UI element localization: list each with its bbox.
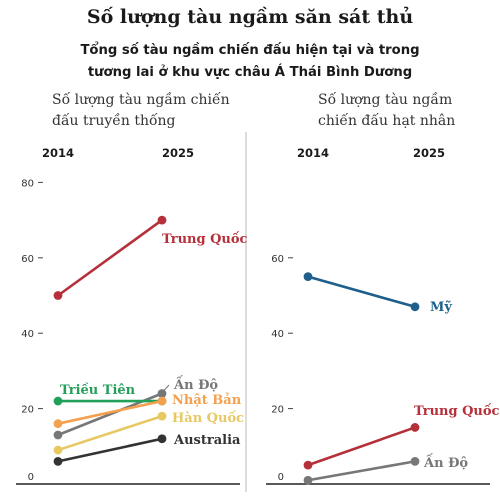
left-series-3-point-2014 [53,419,63,429]
left-y-tick-label-80: 80 [21,178,34,189]
left-series-0-point-2014 [53,291,63,300]
left-y-tick-label-0: 0 [28,472,34,483]
chart-subtitle: Tổng số tàu ngầm chiến đấu hiện tại và t… [60,40,440,84]
right-series-1-line [307,426,416,467]
left-y-tick-label-20: 20 [21,405,34,416]
right-series-1-point-2014 [303,460,313,470]
subtitle-line-1: Tổng số tàu ngầm chiến đấu hiện tại và t… [80,43,420,58]
right-series-2-point-2025 [410,456,420,466]
right-series-0-label: Mỹ [430,300,452,315]
left-y-tick-label-40: 40 [21,329,34,340]
left-series-1-label-leader [159,384,170,396]
left-series-5-line [57,437,163,463]
subtitle-line-2: tương lai ở khu vực châu Á Thái Bình Dươ… [87,65,413,80]
left-panel-title-line-1: Số lượng tàu ngầm chiến [52,92,230,108]
left-series-5-label: Australia [173,433,241,448]
left-series-5-point-2014 [53,456,63,466]
right-series-2-label: Ấn Độ [423,453,468,471]
right-series-2-line [307,460,416,482]
left-series-1-label: Ấn Độ [173,375,218,393]
right-y-tick-label-20: 20 [271,405,284,416]
left-series-0-label: Trung Quốc [162,231,248,247]
left-series-3-line [57,399,163,425]
left-panel-title-line-2: đấu truyền thống [52,113,176,129]
right-series-0-line [307,275,416,309]
right-panel-title: Số lượng tàu ngầm chiến đấu hạt nhân [318,90,455,132]
right-series-1-point-2025 [410,423,420,432]
left-series-0-point-2025 [157,215,167,225]
left-series-2-point-2014 [53,396,63,406]
left-series-4-label: Hàn Quốc [172,410,244,426]
right-y-tick-label-60: 60 [271,254,284,265]
right-series-1-label: Trung Quốc [414,403,500,419]
right-y-tick-label-40: 40 [271,329,284,340]
left-panel-title: Số lượng tàu ngầm chiến đấu truyền thống [52,90,230,132]
left-series-4-point-2014 [53,445,63,455]
left-series-4-line [57,414,163,452]
left-series-2-label: Triều Tiên [60,382,136,398]
right-y-tick-label-0: 0 [278,472,284,483]
right-panel-title-line-1: Số lượng tàu ngầm [318,92,453,108]
right-series-0-point-2014 [303,272,313,282]
left-series-1-line [57,392,163,437]
left-series-4-point-2025 [157,411,167,421]
left-series-0-line [57,219,163,297]
right-series-0-point-2025 [410,302,420,312]
left-series-1-point-2014 [53,430,63,440]
left-series-5-point-2025 [157,434,167,444]
right-year-label-2025: 2025 [413,146,445,160]
right-series-2-point-2014 [303,475,313,485]
left-year-label-2025: 2025 [162,146,194,160]
right-year-label-2014: 2014 [297,146,329,160]
left-series-3-label: Nhật Bản [172,392,242,408]
left-series-3-point-2025 [157,396,167,406]
left-y-tick-label-60: 60 [21,254,34,265]
right-panel-title-line-2: chiến đấu hạt nhân [318,113,456,129]
left-year-label-2014: 2014 [42,146,74,160]
chart-title: Số lượng tàu ngầm săn sát thủ [86,6,414,28]
